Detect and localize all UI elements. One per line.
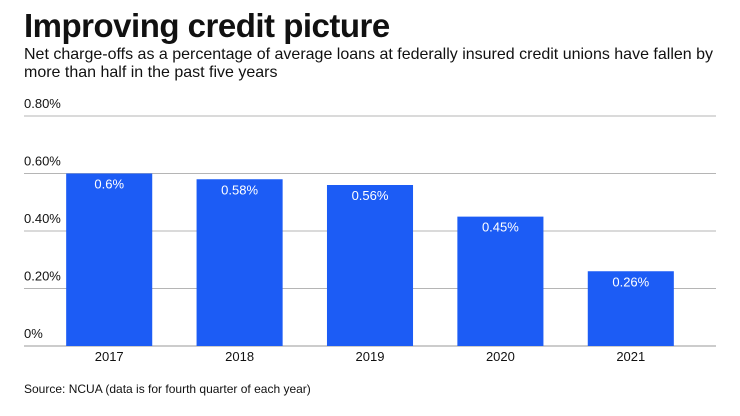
data-label: 0.26% [612, 274, 649, 289]
bar [66, 173, 153, 346]
data-label: 0.45% [482, 220, 519, 235]
bar [326, 185, 414, 346]
y-tick-label: 0.60% [24, 154, 61, 169]
source-note: Source: NCUA (data is for fourth quarter… [24, 382, 311, 396]
y-tick-label: 0.40% [24, 211, 61, 226]
bar [196, 179, 283, 346]
x-tick-label: 2017 [95, 349, 124, 364]
bars [66, 173, 674, 346]
x-tick-label: 2021 [616, 349, 645, 364]
data-label: 0.6% [94, 177, 124, 192]
chart-subtitle: Net charge-offs as a percentage of avera… [24, 46, 714, 81]
x-tick-label: 2019 [356, 349, 385, 364]
x-tick-label: 2020 [486, 349, 515, 364]
data-label: 0.58% [221, 182, 258, 197]
bar [457, 216, 544, 346]
y-tick-label: 0.80% [24, 96, 61, 111]
y-tick-label: 0.20% [24, 269, 61, 284]
bar [587, 271, 674, 346]
data-label: 0.56% [352, 188, 389, 203]
labels: 0% 0.20% 0.40% 0.60% 0.80% 0.6% 2017 0.58% 2018 0… [24, 96, 650, 364]
x-tick-label: 2018 [225, 349, 254, 364]
y-tick-label: 0% [24, 326, 43, 341]
chart-title: Improving credit picture [24, 7, 390, 44]
